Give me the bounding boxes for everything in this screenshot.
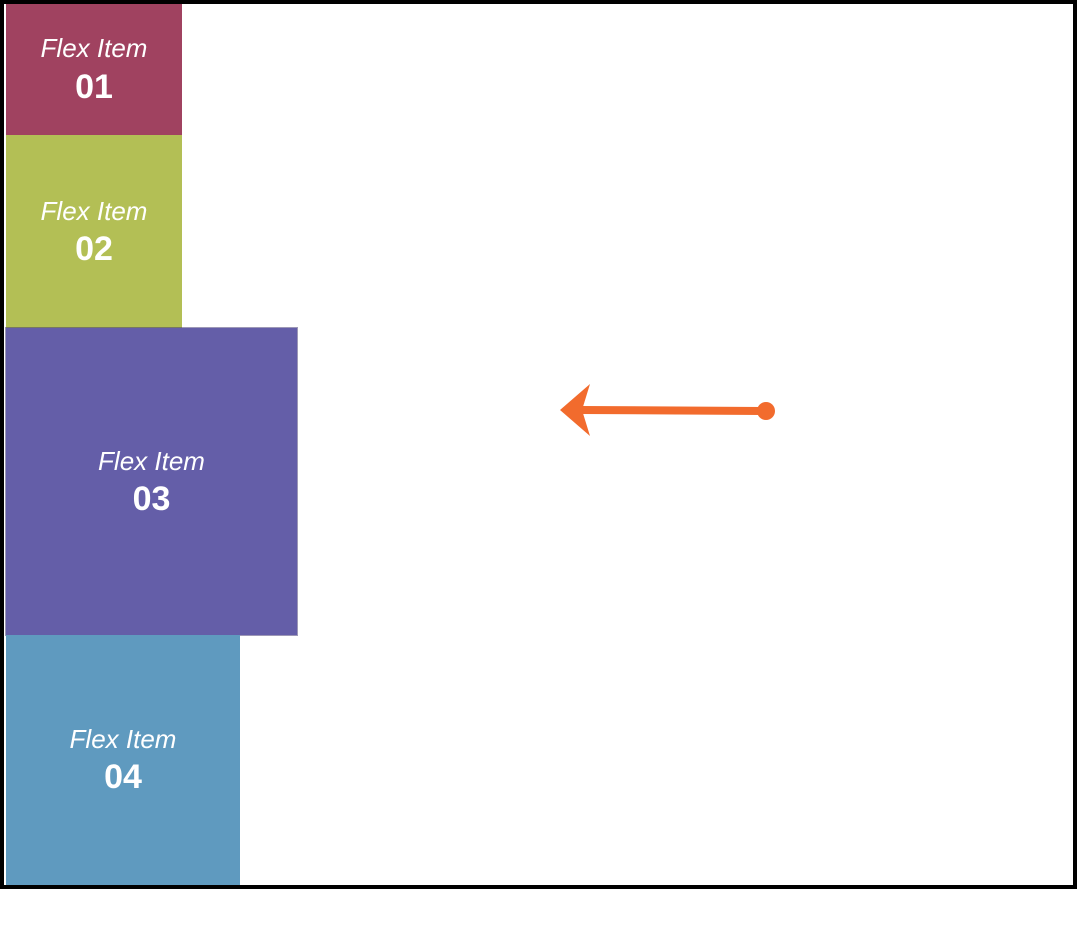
flex-container: Flex Item 01 Flex Item 02 Flex Item 03 F…: [0, 0, 1077, 889]
left-arrow-icon: [560, 384, 775, 436]
flex-item-04: Flex Item 04: [6, 635, 240, 885]
flex-item-01-number: 01: [75, 68, 113, 106]
flex-item-03: Flex Item 03: [6, 328, 297, 635]
flex-item-02-label: Flex Item: [40, 195, 148, 226]
flex-item-02-number: 02: [75, 229, 113, 268]
flex-item-03-label: Flex Item: [98, 445, 205, 476]
flex-item-01: Flex Item 01: [6, 4, 182, 135]
flex-item-04-number: 04: [104, 758, 142, 796]
flex-item-02: Flex Item 02: [6, 135, 182, 328]
flex-item-03-number: 03: [132, 479, 171, 518]
arrow-tail-dot: [757, 402, 775, 420]
arrow-head: [560, 384, 590, 436]
arrow-shaft: [576, 406, 770, 415]
flex-item-04-label: Flex Item: [69, 724, 177, 754]
flex-item-01-label: Flex Item: [40, 33, 148, 63]
